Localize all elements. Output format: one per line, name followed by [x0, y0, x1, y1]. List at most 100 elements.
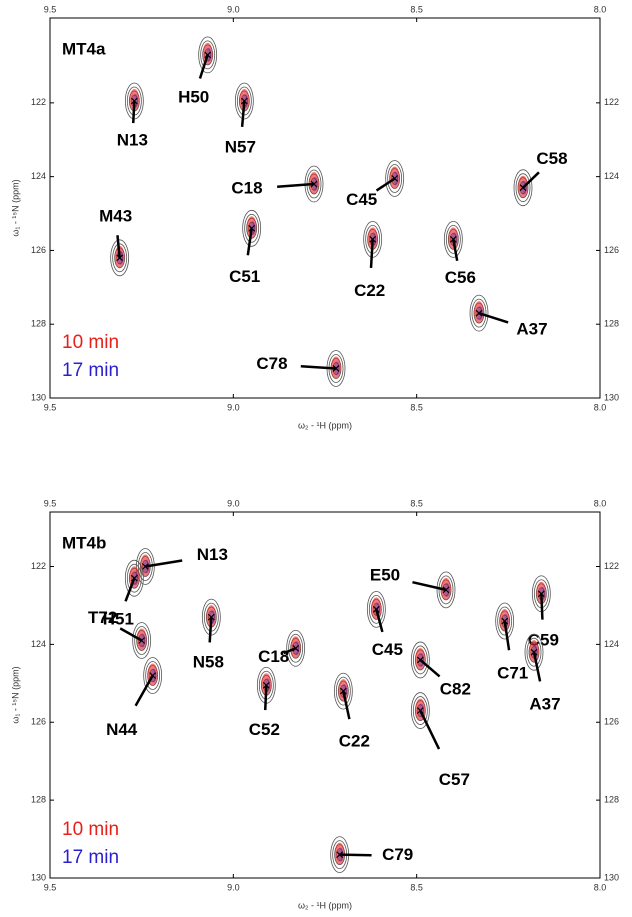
- leader: [375, 609, 384, 633]
- leader: [452, 239, 459, 262]
- peak-10min: [239, 89, 250, 112]
- peak-marker: [372, 605, 380, 613]
- contour: [145, 661, 161, 690]
- panel-title: MT4a: [62, 39, 106, 58]
- contour: [385, 160, 405, 197]
- contour: [244, 213, 260, 243]
- peak-label: C52: [249, 720, 280, 739]
- peak-label: A37: [516, 320, 547, 339]
- leader: [419, 710, 441, 750]
- peak-label: C57: [439, 770, 470, 789]
- contour: [135, 548, 155, 585]
- contour: [124, 559, 144, 597]
- contour: [412, 645, 428, 675]
- peak: [385, 160, 405, 197]
- peak-label: C78: [256, 354, 287, 373]
- peak-label: N13: [197, 545, 228, 564]
- contour: [242, 209, 262, 247]
- peak-label: E50: [370, 565, 400, 584]
- y-tick-label: 124: [31, 639, 46, 649]
- y-axis-title: ω₁ - ¹⁵N (ppm): [10, 179, 20, 236]
- contour: [134, 626, 150, 655]
- peak-marker: [141, 563, 149, 570]
- peak-10min: [246, 216, 257, 239]
- contour: [200, 40, 216, 70]
- x-tick-label: 8.0: [594, 882, 607, 892]
- peak-10min: [129, 89, 140, 112]
- peak-10min: [529, 640, 539, 663]
- contour: [112, 243, 128, 273]
- contour: [513, 169, 533, 207]
- leader: [478, 311, 509, 324]
- contour: [387, 164, 403, 193]
- leader: [116, 235, 121, 258]
- peak: [198, 36, 218, 74]
- contour: [410, 641, 430, 679]
- y-axis-title: ω₁ - ¹⁵N (ppm): [10, 666, 20, 723]
- peak-10min: [338, 679, 349, 702]
- peak-17min: [334, 361, 340, 376]
- x-tick-label: 8.5: [410, 882, 423, 892]
- leader: [540, 593, 544, 620]
- x-tick-label: 9.0: [227, 402, 240, 412]
- contour: [524, 633, 544, 671]
- peak-label: T72: [88, 608, 117, 627]
- x-tick-label: 8.0: [594, 498, 607, 508]
- peak-10min: [536, 581, 547, 604]
- contour: [497, 606, 513, 636]
- y-tick-label: 122: [604, 97, 619, 107]
- leader: [300, 365, 337, 370]
- leader: [412, 580, 447, 592]
- peak-17min: [293, 641, 300, 656]
- x-tick-label: 9.0: [227, 4, 240, 14]
- peak-label: C82: [440, 679, 471, 698]
- peak-17min: [139, 633, 146, 648]
- peak: [242, 209, 262, 247]
- leader: [503, 620, 511, 651]
- x-tick-label: 9.5: [44, 498, 57, 508]
- y-tick-label: 126: [31, 245, 46, 255]
- peak-10min: [367, 227, 378, 250]
- peak-10min: [389, 166, 400, 189]
- peak-10min: [499, 609, 510, 632]
- x-tick-label: 9.0: [227, 498, 240, 508]
- contour: [198, 36, 218, 74]
- peak-17min: [392, 171, 399, 186]
- peak-label: C22: [354, 281, 385, 300]
- y-tick-label: 126: [604, 245, 619, 255]
- peak-label: C71: [497, 664, 528, 683]
- contour: [110, 239, 130, 277]
- y-tick-label: 130: [31, 392, 46, 402]
- leader: [145, 559, 183, 568]
- leader: [240, 100, 246, 127]
- peak-17min: [444, 582, 450, 597]
- peak-label: N57: [225, 137, 256, 156]
- contour: [368, 594, 384, 624]
- leader: [532, 651, 542, 682]
- peak-marker: [449, 235, 457, 243]
- plot-frame: [49, 17, 601, 399]
- y-tick-label: 128: [604, 795, 619, 805]
- y-tick-label: 128: [31, 795, 46, 805]
- peak-label: C18: [231, 179, 262, 198]
- peak-label: C79: [382, 845, 413, 864]
- peak-label: H51: [103, 610, 134, 629]
- contour: [333, 672, 353, 710]
- x-tick-label: 9.0: [227, 882, 240, 892]
- peak-10min: [309, 172, 319, 195]
- contour: [436, 571, 456, 609]
- peak-label: C22: [339, 732, 370, 751]
- contour: [288, 633, 304, 663]
- peak-marker: [310, 180, 318, 188]
- contour: [412, 696, 428, 725]
- peak-10min: [415, 647, 426, 670]
- peak-marker: [369, 235, 377, 243]
- contour: [515, 173, 531, 203]
- contour: [469, 294, 489, 332]
- contour: [126, 563, 142, 593]
- peak-label: N44: [106, 720, 138, 739]
- peak-marker: [339, 687, 347, 695]
- peak: [286, 629, 306, 667]
- x-tick-label: 8.5: [410, 4, 423, 14]
- x-axis-title: ω₂ - ¹H (ppm): [298, 420, 352, 430]
